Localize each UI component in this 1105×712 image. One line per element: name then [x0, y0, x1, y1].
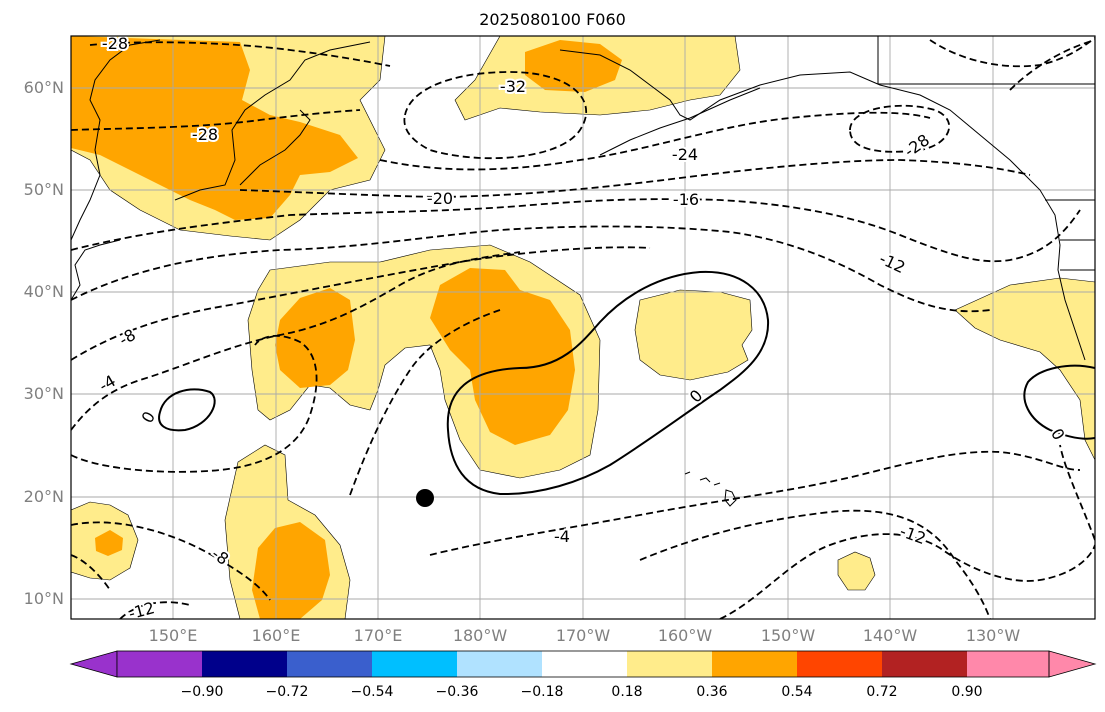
- map-frame: [70, 35, 1096, 620]
- map-area: [71, 36, 1095, 619]
- lon-label: 140°W: [862, 626, 918, 645]
- lon-label: 150°W: [760, 626, 816, 645]
- chart-title: 2025080100 F060: [479, 10, 626, 29]
- colorbar-tick-label: 0.90: [951, 684, 983, 700]
- colorbar-tick-label: 0.72: [866, 684, 898, 700]
- gridlines: [71, 36, 1095, 619]
- contour-label: -28: [192, 125, 218, 144]
- hawaiian-islands: [684, 471, 737, 507]
- contour-label: -24: [672, 145, 698, 164]
- coastlines: [71, 36, 1095, 361]
- lat-label: 30°N: [23, 384, 64, 403]
- lon-label: 170°W: [555, 626, 611, 645]
- colorbar-tick-label: −0.54: [350, 684, 394, 700]
- colorbar-tick-label: −0.72: [265, 684, 309, 700]
- lon-label: 160°E: [251, 626, 301, 645]
- contour-label: -4: [554, 527, 570, 546]
- contours-negative: [71, 37, 1095, 619]
- location-marker: [416, 489, 434, 507]
- lat-label: 20°N: [23, 487, 64, 506]
- anomaly-fill-strong: [71, 36, 622, 619]
- lat-label: 60°N: [23, 78, 64, 97]
- lon-label: 170°E: [353, 626, 403, 645]
- colorbar-tick-label: −0.36: [435, 684, 479, 700]
- lon-label: 160°W: [657, 626, 713, 645]
- contours-zero: [158, 270, 1095, 496]
- colorbar: [69, 650, 1097, 678]
- contour-label: -28: [102, 34, 128, 53]
- colorbar-tick-label: 0.18: [611, 684, 643, 700]
- colorbar-tick-label: −0.90: [180, 684, 224, 700]
- contour-label: -16: [673, 190, 699, 209]
- lon-label: 180°W: [452, 626, 508, 645]
- colorbar-tick-label: −0.18: [520, 684, 564, 700]
- colorbar-tick-label: 0.36: [696, 684, 728, 700]
- colorbar-tick-label: 0.54: [781, 684, 813, 700]
- lat-label: 10°N: [23, 589, 64, 608]
- contour-label: -32: [500, 77, 526, 96]
- lat-label: 50°N: [23, 180, 64, 199]
- lat-label: 40°N: [23, 282, 64, 301]
- lon-label: 130°W: [965, 626, 1021, 645]
- contour-label: -20: [427, 189, 453, 208]
- lon-label: 150°E: [148, 626, 198, 645]
